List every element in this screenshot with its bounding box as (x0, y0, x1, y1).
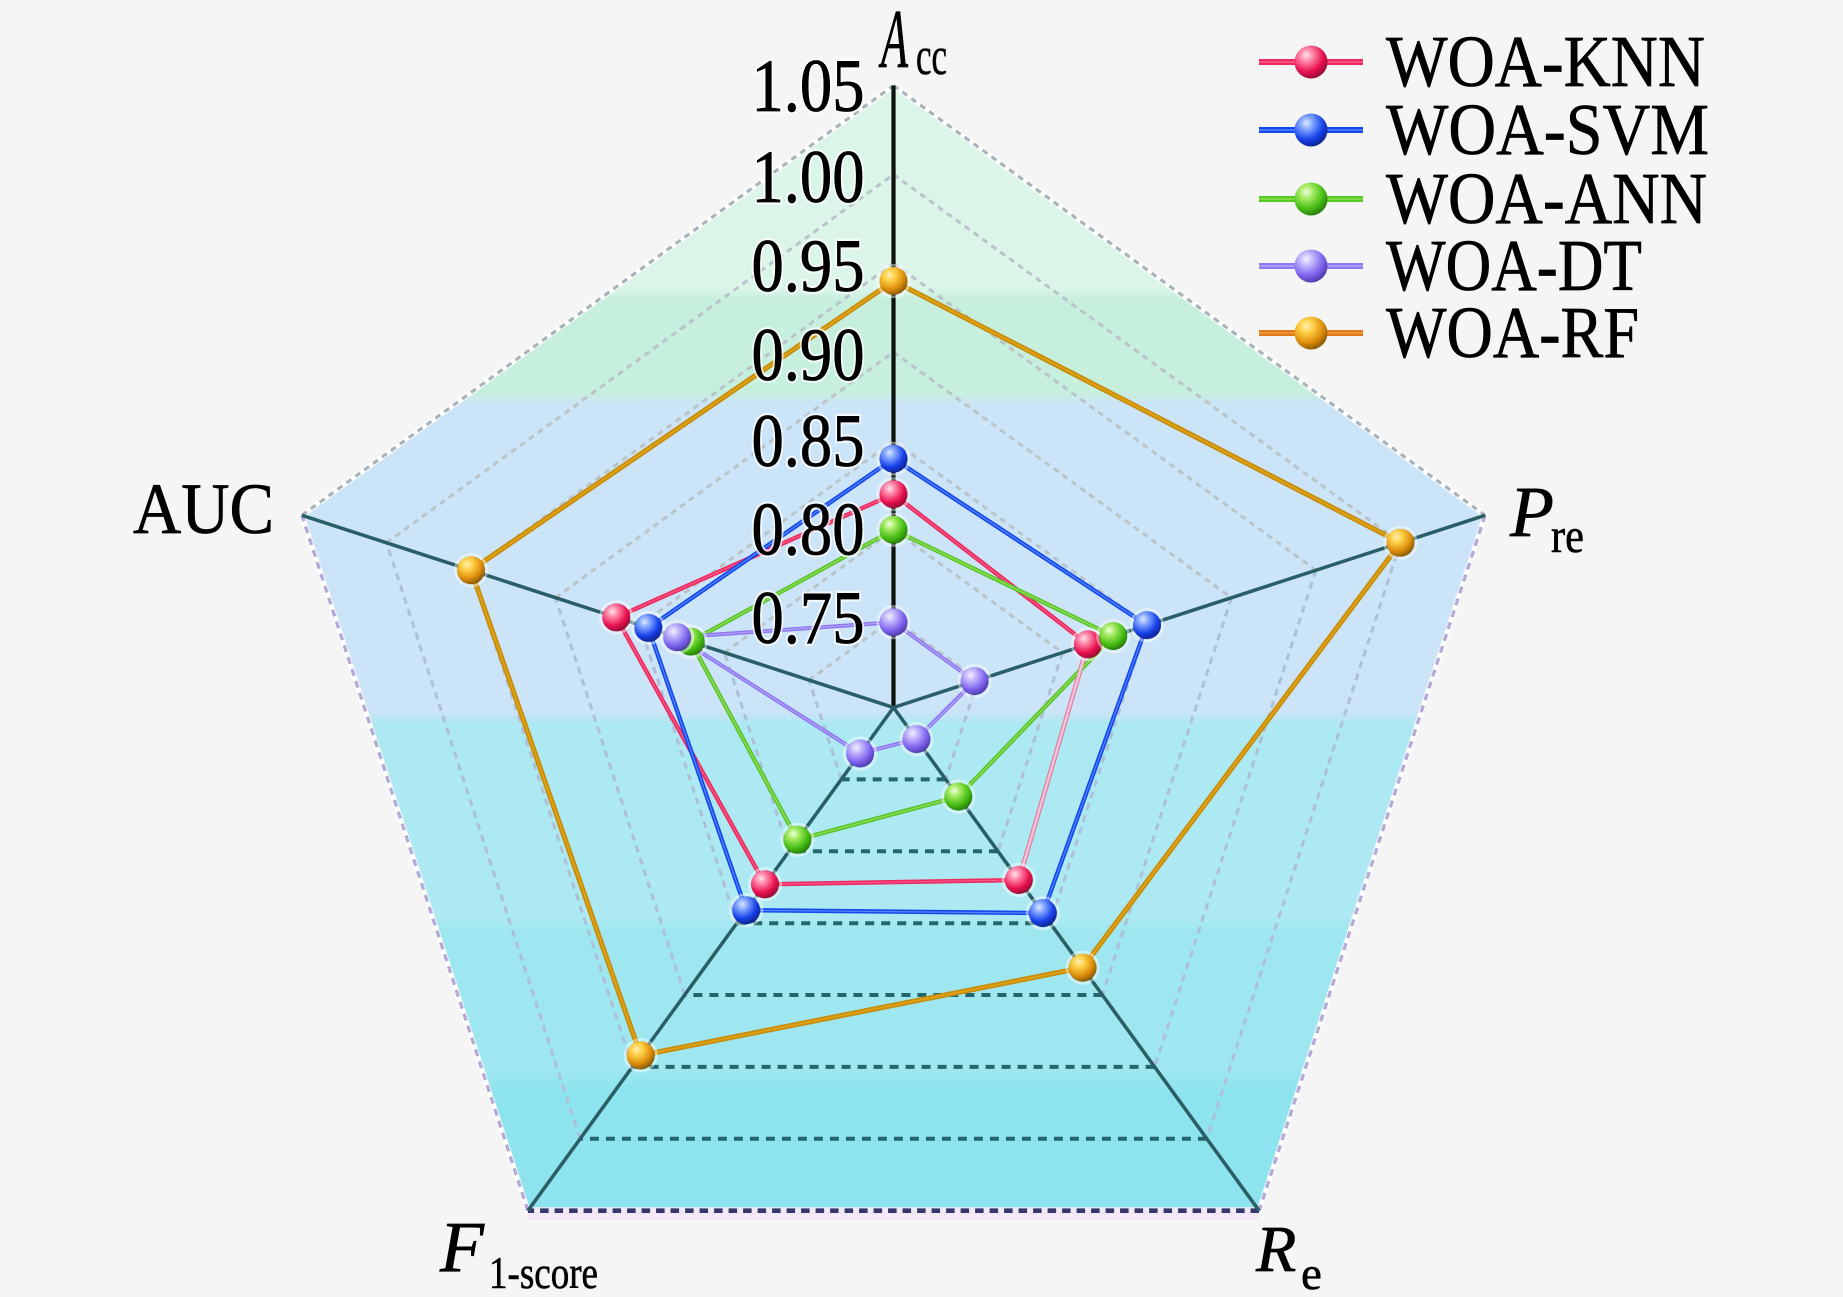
svg-text:0.90: 0.90 (752, 314, 865, 397)
svg-text:1.05: 1.05 (752, 45, 865, 128)
svg-text:0.80: 0.80 (752, 488, 865, 571)
svg-text:R: R (1255, 1213, 1296, 1286)
svg-text:cc: cc (916, 26, 947, 86)
svg-text:0.95: 0.95 (752, 225, 865, 308)
svg-text:0.80: 0.80 (752, 488, 865, 571)
svg-text:0.90: 0.90 (752, 314, 865, 397)
svg-text:F: F (439, 1207, 485, 1287)
svg-text:0.85: 0.85 (752, 400, 865, 483)
svg-text:WOA-RF: WOA-RF (1386, 292, 1639, 373)
svg-text:P: P (1509, 472, 1554, 552)
svg-text:AUC: AUC (133, 469, 274, 549)
svg-text:WOA-KNN: WOA-KNN (1386, 21, 1705, 102)
svg-text:1.00: 1.00 (752, 136, 865, 219)
svg-text:1.00: 1.00 (752, 136, 865, 219)
svg-text:WOA-SVM: WOA-SVM (1386, 89, 1709, 170)
svg-text:0.95: 0.95 (752, 225, 865, 308)
svg-text:0.85: 0.85 (752, 400, 865, 483)
svg-text:WOA-ANN: WOA-ANN (1386, 158, 1707, 239)
svg-text:1-score: 1-score (489, 1248, 598, 1297)
svg-text:e: e (1301, 1248, 1322, 1297)
svg-text:A: A (878, 0, 908, 86)
svg-text:re: re (1551, 508, 1584, 563)
svg-text:1.05: 1.05 (752, 45, 865, 128)
svg-text:WOA-DT: WOA-DT (1386, 225, 1642, 306)
svg-text:0.75: 0.75 (752, 577, 865, 660)
svg-text:0.75: 0.75 (752, 577, 865, 660)
